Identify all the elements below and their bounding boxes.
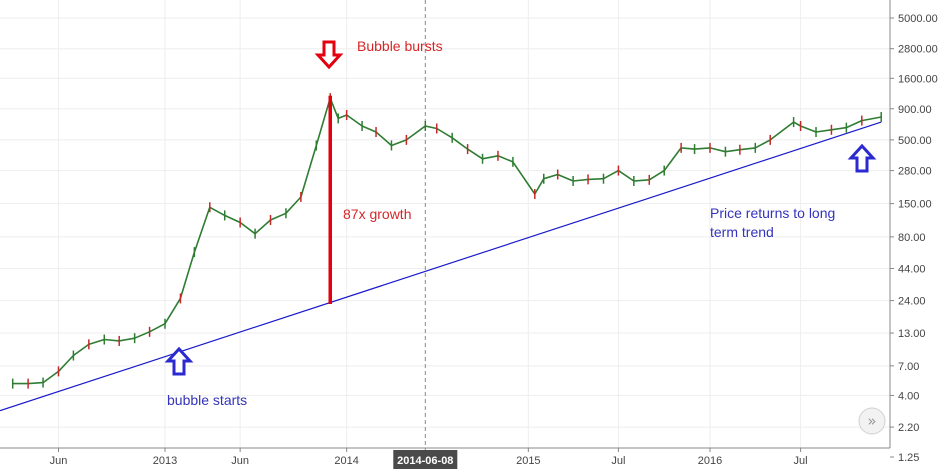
annotation-trend-line1: Price returns to long [710,205,835,221]
y-tick-label-6: 150.00 [898,199,932,211]
price-layer [11,93,882,389]
x-tick-label-8: Jul [794,455,808,467]
annotation-growth: 87x growth [343,206,411,222]
y-tick-label-9: 24.00 [898,296,926,308]
x-tick-label-3: 2014 [334,455,358,467]
annotation-layer: Bubble bursts 87x growth bubble starts Pric… [164,38,877,408]
x-tick-label-4: 2014-06-08 [397,455,453,467]
x-tick-label-6: Jul [611,455,625,467]
y-tick-label-10: 13.00 [898,328,926,340]
x-tick-label-2: Jun [231,455,249,467]
scroll-to-realtime-button[interactable]: » [858,407,886,435]
scroll-button-circle[interactable] [858,407,886,435]
x-tick-label-0: Jun [50,455,68,467]
x-tick-label-7: 2016 [698,455,722,467]
annotation-trend-line2: term trend [710,224,774,240]
bubble-starts-arrow-icon [164,346,194,376]
x-tick-label-1: 2013 [153,455,177,467]
y-tick-label-12: 4.00 [898,390,919,402]
crosshair-date-badge [393,450,458,469]
y-tick-label-4: 500.00 [898,135,932,147]
trend-layer [0,121,882,412]
y-tick-label-3: 900.00 [898,104,932,116]
y-tick-label-5: 280.00 [898,166,932,178]
price-axis[interactable]: 5000.00 2800.00 1600.00 900.00 500.00 280.00 1… [890,13,938,464]
x-tick-label-5: 2015 [516,455,540,467]
y-tick-label-2: 1600.00 [898,73,938,85]
trend-return-arrow-icon [847,143,877,173]
long-term-trend-line [0,121,882,412]
y-tick-label-13: 2.20 [898,422,919,434]
y-tick-label-1: 2800.00 [898,44,938,56]
y-tick-label-11: 7.00 [898,361,919,373]
double-chevron-right-icon[interactable]: » [867,412,876,430]
time-axis[interactable]: Jun 2013 Jun 2014 2014-06-08 2015 Jul 2016 Jul [50,448,808,469]
y-tick-label-14: 1.25 [898,452,919,464]
y-tick-label-8: 44.00 [898,264,926,276]
bubble-bursts-arrow-icon [314,40,344,70]
annotation-bubble-starts: bubble starts [167,392,247,408]
y-tick-label-0: 5000.00 [898,13,938,25]
annotation-bubble-bursts: Bubble bursts [357,38,443,54]
y-tick-label-7: 80.00 [898,232,926,244]
